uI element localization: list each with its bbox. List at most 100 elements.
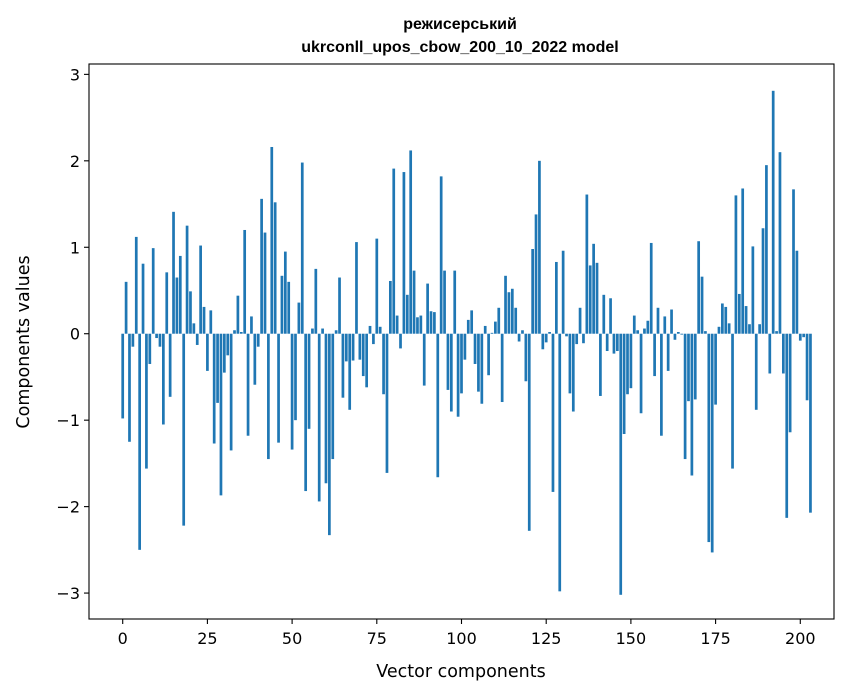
bar <box>578 307 582 334</box>
bar <box>714 333 717 405</box>
y-tick-label: 3 <box>70 65 80 84</box>
bar <box>514 307 518 334</box>
bar <box>294 333 297 421</box>
bar <box>531 249 535 334</box>
bar <box>443 270 446 334</box>
bar <box>534 214 538 334</box>
bar <box>355 242 358 334</box>
bar <box>270 146 274 334</box>
bar <box>527 333 531 531</box>
bar <box>538 160 541 334</box>
bar <box>331 333 335 460</box>
bar <box>209 310 213 334</box>
bar <box>473 333 477 364</box>
bar <box>321 328 324 334</box>
bar <box>311 328 314 334</box>
bar <box>663 316 667 334</box>
y-tick-label: 1 <box>70 238 80 257</box>
bar <box>717 326 721 334</box>
bar <box>595 262 599 334</box>
bar <box>131 333 135 347</box>
bar <box>724 306 728 334</box>
bar <box>656 307 660 334</box>
bar <box>626 333 629 395</box>
bar <box>673 333 677 340</box>
bar <box>372 333 375 345</box>
bar <box>565 333 568 337</box>
bar <box>416 317 419 334</box>
bar <box>568 333 572 394</box>
y-tick-label: 0 <box>70 325 80 344</box>
bar <box>168 333 172 397</box>
bar <box>375 238 379 334</box>
bar <box>609 298 612 334</box>
bar <box>226 333 230 356</box>
bar <box>683 333 687 460</box>
bar <box>253 333 257 385</box>
bar <box>741 188 745 334</box>
y-axis-label: Components values <box>14 255 34 428</box>
bar <box>382 333 385 395</box>
bar <box>541 333 545 350</box>
bar <box>283 251 287 334</box>
bar <box>392 168 396 334</box>
bar <box>521 330 524 334</box>
bar <box>778 152 782 334</box>
bar <box>731 333 734 469</box>
x-axis-label: Vector components <box>376 662 545 682</box>
bar <box>361 333 365 377</box>
bar <box>256 333 260 347</box>
bar <box>165 272 169 334</box>
bar <box>721 303 724 334</box>
bar <box>483 325 487 334</box>
bar <box>676 331 680 334</box>
bar <box>324 333 328 484</box>
bar <box>267 333 270 460</box>
x-tick-label: 100 <box>446 629 477 648</box>
bar <box>490 332 494 334</box>
bar <box>456 333 460 417</box>
bar <box>524 333 528 382</box>
bar <box>368 325 372 334</box>
y-axis-ticks: −3 −2 −1 0 1 2 3 <box>56 65 89 603</box>
bar <box>412 270 416 334</box>
bar <box>128 333 131 442</box>
bar <box>704 331 707 334</box>
bar <box>449 333 453 412</box>
bar <box>558 333 562 592</box>
bar <box>602 294 606 334</box>
bar <box>419 315 423 334</box>
bar <box>700 276 704 334</box>
bar <box>134 236 138 334</box>
bar <box>575 333 579 345</box>
bar <box>775 331 778 334</box>
bar <box>758 324 761 334</box>
bar <box>385 333 389 473</box>
bar <box>260 198 263 334</box>
bar <box>446 333 450 390</box>
bars-group <box>121 90 812 595</box>
bar <box>348 333 352 410</box>
bar <box>727 323 731 334</box>
bar <box>405 294 409 334</box>
y-tick-label: 2 <box>70 152 80 171</box>
bar <box>233 330 236 334</box>
bar <box>358 333 362 360</box>
bar <box>551 333 555 492</box>
bar <box>507 292 511 334</box>
bar <box>433 312 436 334</box>
y-tick-label: −2 <box>56 498 80 517</box>
bar <box>690 333 694 476</box>
y-tick-label: −1 <box>56 411 80 430</box>
bar <box>175 277 179 334</box>
bar <box>307 333 311 429</box>
bar <box>317 333 321 502</box>
bar <box>216 333 219 403</box>
bar <box>555 261 558 334</box>
bar <box>670 309 673 334</box>
bar <box>687 333 690 402</box>
bar <box>202 306 206 334</box>
bar <box>653 333 656 377</box>
y-tick-label: −3 <box>56 584 80 603</box>
